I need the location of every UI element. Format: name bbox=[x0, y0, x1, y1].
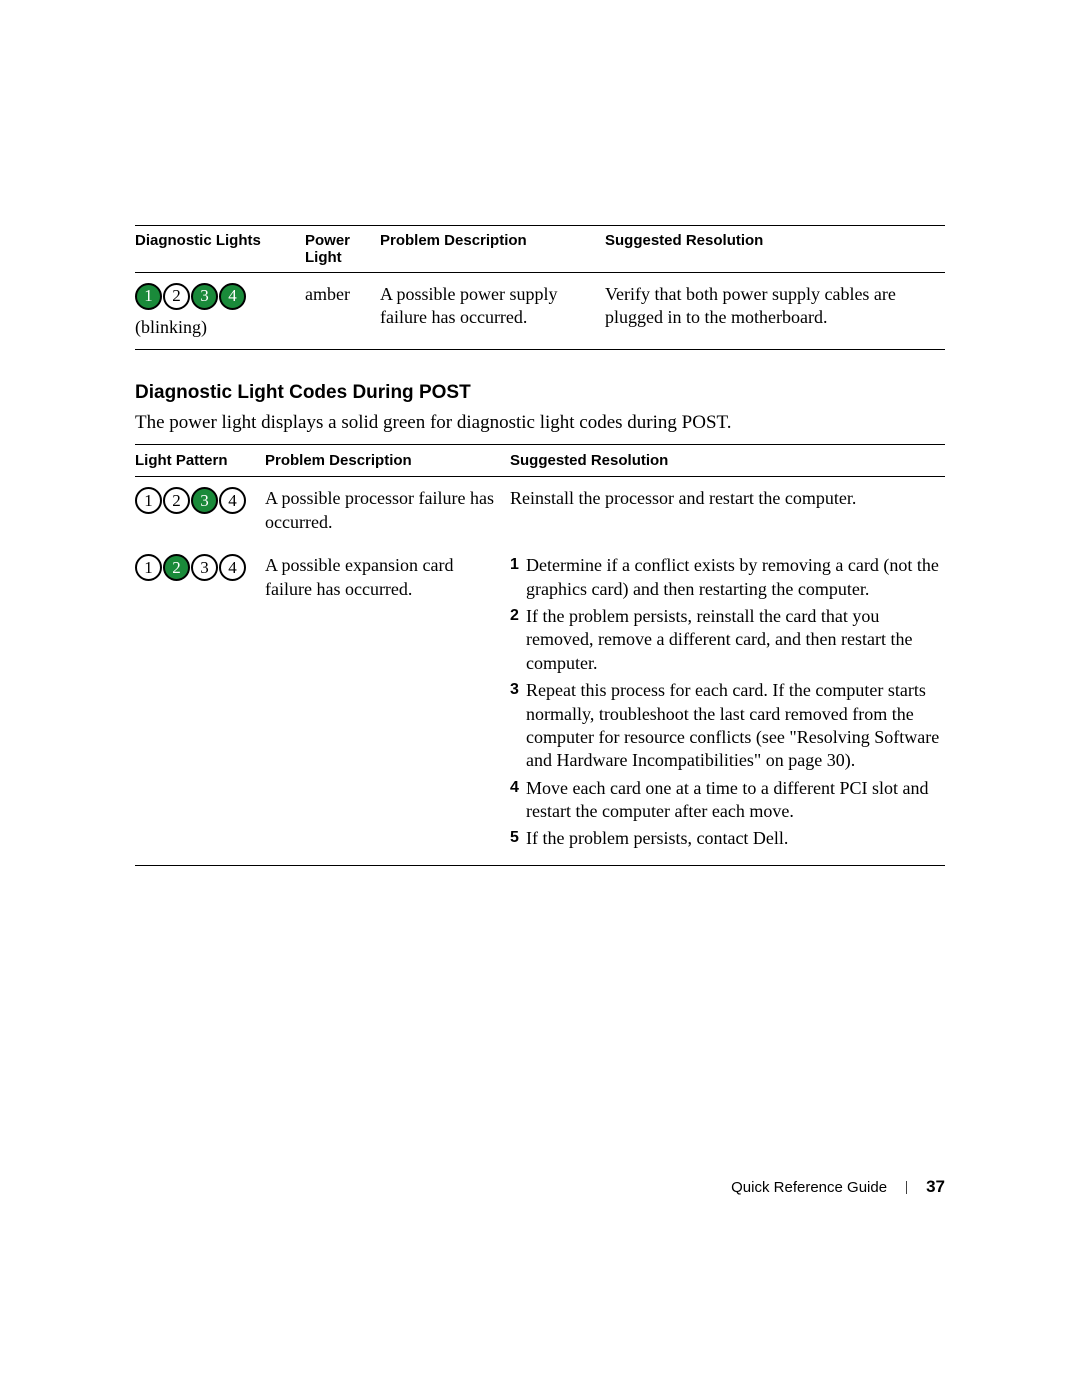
table2-row: 1234A possible expansion card failure ha… bbox=[135, 544, 945, 865]
table2-problem-cell: A possible processor failure has occurre… bbox=[265, 487, 510, 534]
table1-header-power-light: Power Light bbox=[305, 232, 380, 266]
section-intro: The power light displays a solid green f… bbox=[135, 412, 945, 434]
resolution-step-number: 5 bbox=[510, 827, 526, 850]
table2-resolution-cell: 1Determine if a conflict exists by remov… bbox=[510, 554, 945, 855]
table2-resolution-cell: Reinstall the processor and restart the … bbox=[510, 487, 945, 534]
footer-separator-icon: | bbox=[905, 1179, 908, 1196]
light-pattern: 1234 bbox=[135, 554, 265, 581]
light-pattern: 1234 bbox=[135, 487, 265, 514]
table2-header-pattern: Light Pattern bbox=[135, 452, 265, 469]
table1-row: 1234 (blinking) amber A possible power s… bbox=[135, 273, 945, 349]
resolution-step-text: Determine if a conflict exists by removi… bbox=[526, 554, 945, 601]
resolution-step-number: 1 bbox=[510, 554, 526, 601]
footer-page-number: 37 bbox=[926, 1177, 945, 1197]
diagnostic-light-1-lit: 1 bbox=[135, 283, 162, 310]
diagnostic-lights-table: Diagnostic Lights Power Light Problem De… bbox=[135, 225, 945, 350]
resolution-step-number: 3 bbox=[510, 679, 526, 773]
resolution-step: 1Determine if a conflict exists by remov… bbox=[510, 554, 945, 601]
diagnostic-light-1-unlit: 1 bbox=[135, 554, 162, 581]
light-pattern: 1234 bbox=[135, 283, 305, 310]
diagnostic-light-1-unlit: 1 bbox=[135, 487, 162, 514]
diagnostic-light-3-unlit: 3 bbox=[191, 554, 218, 581]
diagnostic-light-4-lit: 4 bbox=[219, 283, 246, 310]
resolution-step: 4Move each card one at a time to a diffe… bbox=[510, 777, 945, 824]
page-footer: Quick Reference Guide | 37 bbox=[731, 1177, 945, 1197]
table2-problem-cell: A possible expansion card failure has oc… bbox=[265, 554, 510, 855]
blinking-label: (blinking) bbox=[135, 316, 305, 339]
resolution-step-number: 4 bbox=[510, 777, 526, 824]
resolution-step-text: Repeat this process for each card. If th… bbox=[526, 679, 945, 773]
table1-header-resolution: Suggested Resolution bbox=[605, 232, 945, 266]
table1-header-problem: Problem Description bbox=[380, 232, 605, 266]
diagnostic-light-3-lit: 3 bbox=[191, 487, 218, 514]
table2-header-problem: Problem Description bbox=[265, 452, 510, 469]
footer-guide-title: Quick Reference Guide bbox=[731, 1179, 887, 1196]
table2-row: 1234A possible processor failure has occ… bbox=[135, 477, 945, 544]
post-codes-table: Light Pattern Problem Description Sugges… bbox=[135, 444, 945, 865]
diagnostic-light-4-unlit: 4 bbox=[219, 487, 246, 514]
section-heading: Diagnostic Light Codes During POST bbox=[135, 382, 945, 404]
resolution-step-text: If the problem persists, contact Dell. bbox=[526, 827, 945, 850]
resolution-step-number: 2 bbox=[510, 605, 526, 675]
table1-header-diagnostic-lights: Diagnostic Lights bbox=[135, 232, 305, 266]
table1-lights-cell: 1234 (blinking) bbox=[135, 283, 305, 339]
table2-header-row: Light Pattern Problem Description Sugges… bbox=[135, 445, 945, 477]
resolution-step-text: If the problem persists, reinstall the c… bbox=[526, 605, 945, 675]
page-content: Diagnostic Lights Power Light Problem De… bbox=[0, 0, 1080, 866]
table1-header-row: Diagnostic Lights Power Light Problem De… bbox=[135, 226, 945, 273]
table1-power-light-cell: amber bbox=[305, 283, 380, 339]
table1-problem-cell: A possible power supply failure has occu… bbox=[380, 283, 605, 339]
diagnostic-light-2-unlit: 2 bbox=[163, 283, 190, 310]
table2-lights-cell: 1234 bbox=[135, 554, 265, 855]
diagnostic-light-3-lit: 3 bbox=[191, 283, 218, 310]
diagnostic-light-2-lit: 2 bbox=[163, 554, 190, 581]
table2-header-resolution: Suggested Resolution bbox=[510, 452, 945, 469]
resolution-step-text: Move each card one at a time to a differ… bbox=[526, 777, 945, 824]
diagnostic-light-4-unlit: 4 bbox=[219, 554, 246, 581]
diagnostic-light-2-unlit: 2 bbox=[163, 487, 190, 514]
resolution-step: 2If the problem persists, reinstall the … bbox=[510, 605, 945, 675]
table2-lights-cell: 1234 bbox=[135, 487, 265, 534]
resolution-step: 5If the problem persists, contact Dell. bbox=[510, 827, 945, 850]
table1-resolution-cell: Verify that both power supply cables are… bbox=[605, 283, 945, 339]
resolution-step: 3Repeat this process for each card. If t… bbox=[510, 679, 945, 773]
